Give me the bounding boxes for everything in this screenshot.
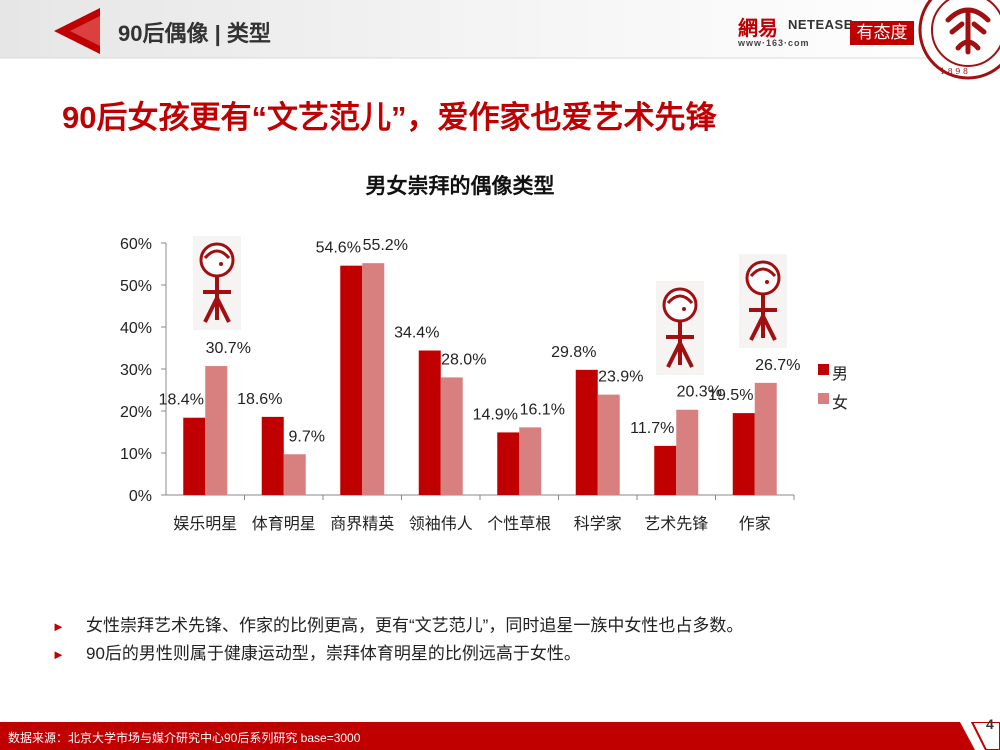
data-label: 28.0% xyxy=(441,351,486,368)
female-mascot-icon xyxy=(193,236,241,330)
bar-male xyxy=(497,432,520,495)
bar-female xyxy=(754,382,777,495)
data-label: 29.8% xyxy=(551,344,596,361)
x-tick-label: 商界精英 xyxy=(330,515,394,533)
data-label: 18.4% xyxy=(159,392,204,409)
data-label: 20.3% xyxy=(677,384,722,401)
bar-female xyxy=(362,263,385,495)
bar-female xyxy=(283,454,306,495)
data-label: 16.1% xyxy=(520,401,565,418)
bar-female xyxy=(205,366,228,495)
bullet-arrow-icon: ► xyxy=(52,619,65,634)
bar-male xyxy=(261,416,284,495)
data-label: 23.9% xyxy=(598,369,643,386)
y-tick-label: 50% xyxy=(120,278,152,295)
legend-male-label: 男 xyxy=(832,366,849,383)
bullet-text: 女性崇拜艺术先锋、作家的比例更高，更有“文艺范儿”，同时追星一族中女性也占多数。 xyxy=(86,616,744,635)
header-title: 90后偶像 | 类型 xyxy=(118,21,271,46)
y-tick-label: 20% xyxy=(120,404,152,421)
data-label: 54.6% xyxy=(316,240,361,257)
legend-male-swatch xyxy=(818,364,829,375)
header-bar xyxy=(0,0,1000,59)
chart-bars xyxy=(183,263,777,495)
netease-url: www·163·com xyxy=(738,38,810,48)
bar-male xyxy=(654,445,677,495)
x-tick-label: 体育明星 xyxy=(252,515,316,533)
pku-seal-icon: 1 8 9 8 xyxy=(918,0,1000,80)
bar-male xyxy=(340,265,363,495)
x-tick-label: 作家 xyxy=(739,515,771,533)
data-label: 11.7% xyxy=(630,420,674,437)
bar-male xyxy=(575,369,598,495)
footer-bar xyxy=(0,722,1000,750)
data-label: 9.7% xyxy=(289,428,325,445)
bullet-item: ► 90后的男性则属于健康运动型，崇拜体育明星的比例远高于女性。 xyxy=(52,639,581,664)
y-tick-label: 10% xyxy=(120,446,152,463)
bullet-item: ► 女性崇拜艺术先锋、作家的比例更高，更有“文艺范儿”，同时追星一族中女性也占多数… xyxy=(52,611,743,636)
netease-brand-en: NETEASE xyxy=(788,17,853,32)
data-label: 30.7% xyxy=(206,340,251,357)
bar-female xyxy=(676,409,699,495)
netease-brand-cn: 網易 xyxy=(738,16,778,40)
y-tick-label: 60% xyxy=(120,236,152,253)
bar-male xyxy=(183,417,206,495)
female-mascot-icon xyxy=(656,281,704,375)
footer-source: 数据来源：北京大学市场与媒介研究中心90后系列研究 base=3000 xyxy=(8,731,361,745)
slide-headline: 90后女孩更有“文艺范儿”，爱作家也爱艺术先锋 xyxy=(62,100,717,135)
bar-male xyxy=(732,413,755,495)
bullet-arrow-icon: ► xyxy=(52,647,65,662)
chart-title: 男女崇拜的偶像类型 xyxy=(365,175,555,198)
x-tick-label: 艺术先锋 xyxy=(644,515,708,533)
bar-male xyxy=(418,350,441,495)
data-label: 18.6% xyxy=(237,391,282,408)
y-tick-label: 40% xyxy=(120,320,152,337)
x-tick-label: 个性草根 xyxy=(487,515,551,533)
data-label: 55.2% xyxy=(363,237,408,254)
chart-labels: 18.4% 30.7% 18.6% 9.7% 54.6% 55.2% 34.4%28.0% 1… xyxy=(159,237,801,445)
bar-female xyxy=(440,377,463,495)
data-label: 19.5% xyxy=(708,387,753,404)
bar-female xyxy=(597,394,620,495)
legend-female-swatch xyxy=(818,393,829,404)
netease-logo: 網易 NETEASE www·163·com xyxy=(738,12,852,48)
x-tick-label: 领袖伟人 xyxy=(409,515,473,533)
x-tick-label: 科学家 xyxy=(574,515,622,533)
youtaidu-badge: 有态度 xyxy=(850,21,914,45)
svg-text:1 8 9 8: 1 8 9 8 xyxy=(940,67,968,76)
x-tick-label: 娱乐明星 xyxy=(173,515,237,533)
y-tick-label: 30% xyxy=(120,362,152,379)
bullet-text: 90后的男性则属于健康运动型，崇拜体育明星的比例远高于女性。 xyxy=(86,644,581,663)
female-mascot-icon xyxy=(739,254,787,348)
chart-mascots xyxy=(193,236,787,375)
data-label: 14.9% xyxy=(473,406,518,423)
data-label: 34.4% xyxy=(394,325,439,342)
data-label: 26.7% xyxy=(755,357,800,374)
page-number: 4 xyxy=(986,716,994,732)
legend-female-label: 女 xyxy=(832,395,849,412)
y-tick-label: 0% xyxy=(129,488,152,505)
bar-female xyxy=(519,427,542,495)
